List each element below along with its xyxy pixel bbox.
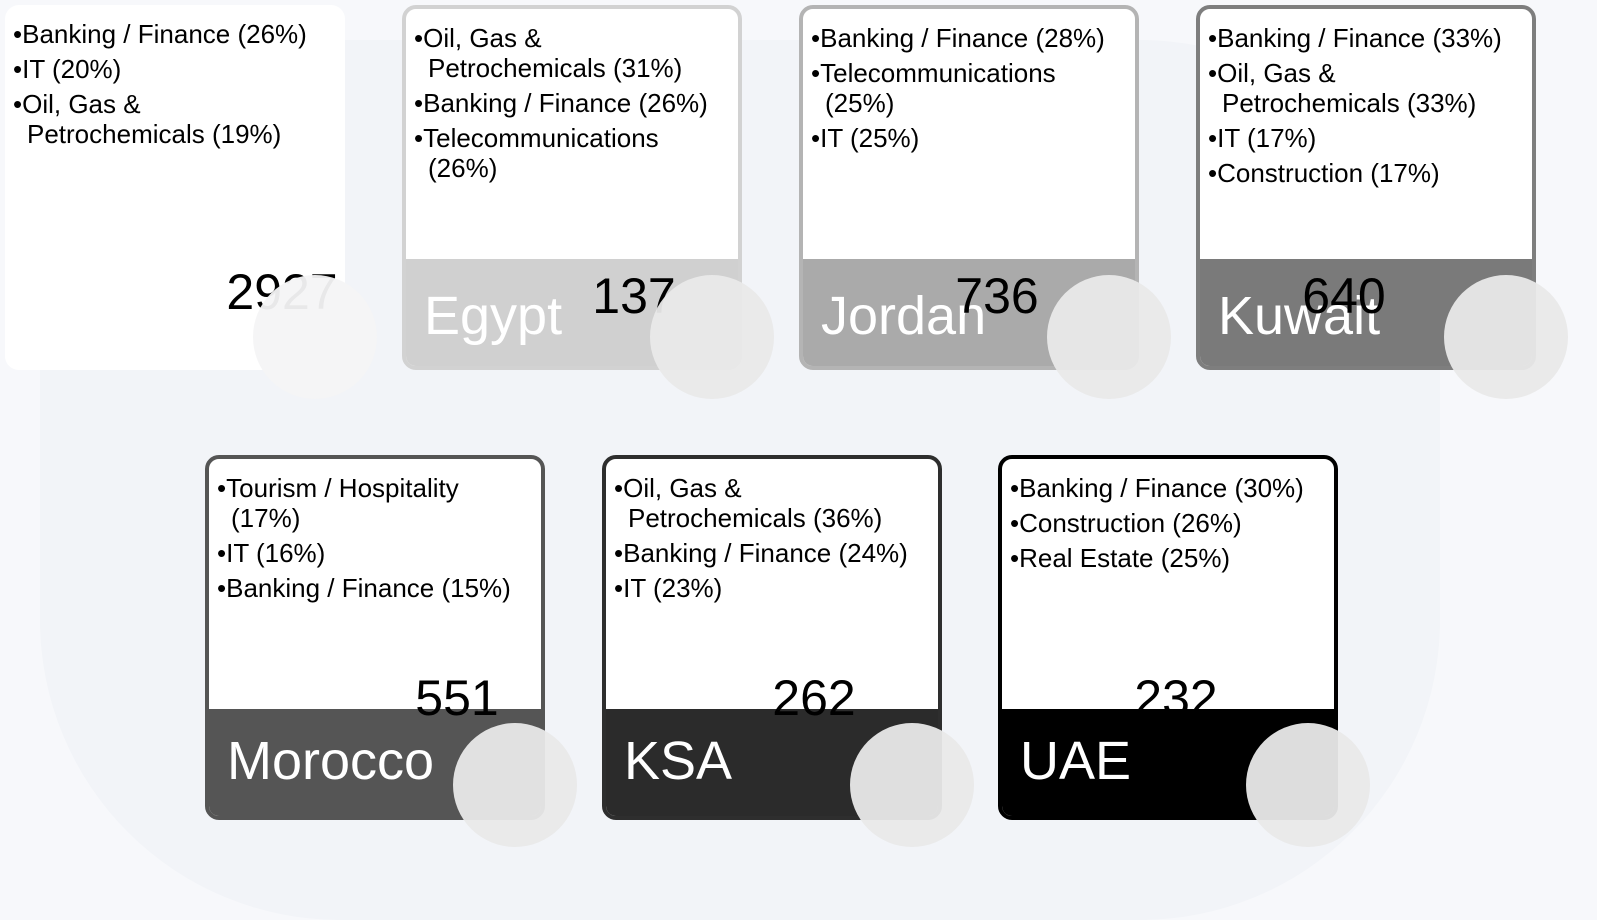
decor-circle <box>1047 275 1171 399</box>
country-name: Jordan <box>821 286 987 346</box>
page: Banking / Finance (26%) IT (20%) Oil, Gas … <box>0 0 1597 797</box>
sector-item: Banking / Finance (28%) <box>811 23 1111 53</box>
country-name: Kuwait <box>1218 286 1381 346</box>
sector-item: Banking / Finance (26%) <box>13 19 313 49</box>
sector-item: Oil, Gas & Petrochemicals (33%) <box>1208 58 1508 118</box>
sector-item: Banking / Finance (33%) <box>1208 23 1508 53</box>
decor-circle <box>253 275 377 399</box>
sector-item: Banking / Finance (30%) <box>1010 473 1310 503</box>
country-name: UAE <box>1020 731 1132 791</box>
sector-item: Oil, Gas & Petrochemicals (19%) <box>13 89 313 149</box>
sector-item: IT (25%) <box>811 123 1111 153</box>
count: 232 <box>1134 670 1218 726</box>
sector-item: Oil, Gas & Petrochemicals (31%) <box>414 23 714 83</box>
sector-item: Oil, Gas & Petrochemicals (36%) <box>614 473 914 533</box>
country-name: Egypt <box>424 286 563 346</box>
sector-item: IT (20%) <box>13 54 313 84</box>
card: Oil, Gas & Petrochemicals (31%) Banking /… <box>402 5 742 370</box>
sector-item: IT (16%) <box>217 538 517 568</box>
sector-item: Banking / Finance (15%) <box>217 573 517 603</box>
decor-circle <box>1444 275 1568 399</box>
sector-list: Banking / Finance (30%) Construction (26%… <box>1010 473 1310 578</box>
sector-item: IT (17%) <box>1208 123 1508 153</box>
count: 736 <box>955 268 1039 324</box>
sector-item: IT (23%) <box>614 573 914 603</box>
sector-item: Banking / Finance (24%) <box>614 538 914 568</box>
sector-list: Oil, Gas & Petrochemicals (31%) Banking /… <box>414 23 714 188</box>
sector-list: Oil, Gas & Petrochemicals (36%) Banking /… <box>614 473 914 608</box>
sector-list: Banking / Finance (33%) Oil, Gas & Petroc… <box>1208 23 1508 193</box>
sector-list: Banking / Finance (28%) Telecommunication… <box>811 23 1111 158</box>
sector-item: Construction (26%) <box>1010 508 1310 538</box>
decor-circle <box>453 723 577 847</box>
sector-list: Tourism / Hospitality (17%) IT (16%) Banki… <box>217 473 517 608</box>
sector-item: Banking / Finance (26%) <box>414 88 714 118</box>
decor-circle <box>650 275 774 399</box>
country-name: Morocco <box>227 731 435 791</box>
count: 262 <box>772 670 856 726</box>
sector-item: Real Estate (25%) <box>1010 543 1310 573</box>
count: 640 <box>1302 268 1386 324</box>
sector-list: Banking / Finance (26%) IT (20%) Oil, Gas … <box>13 19 313 154</box>
sector-item: Construction (17%) <box>1208 158 1508 188</box>
decor-circle <box>850 723 974 847</box>
decor-circle <box>1246 723 1370 847</box>
count: 551 <box>415 670 499 726</box>
sector-item: Telecommunications (25%) <box>811 58 1111 118</box>
sector-item: Tourism / Hospitality (17%) <box>217 473 517 533</box>
sector-item: Telecommunications (26%) <box>414 123 714 183</box>
country-name: KSA <box>624 731 733 791</box>
